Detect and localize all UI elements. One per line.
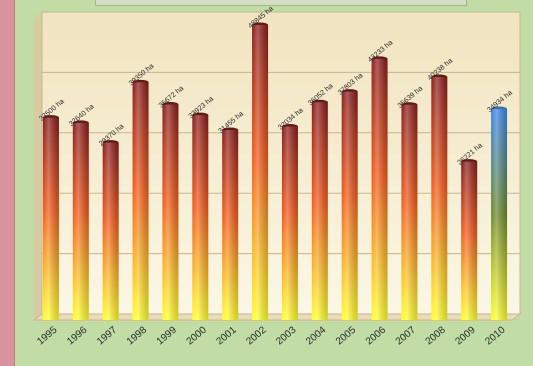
bar-shine xyxy=(162,104,179,320)
bar-shine xyxy=(431,76,448,320)
bar xyxy=(72,120,89,320)
x-tick-label: 2010 xyxy=(483,324,507,347)
x-tick-label: 2003 xyxy=(274,324,298,347)
bar-shine xyxy=(341,91,358,320)
bar xyxy=(252,22,269,321)
x-tick-label: 2005 xyxy=(334,324,358,347)
x-tick-label: 1998 xyxy=(125,324,149,347)
bar xyxy=(132,79,149,321)
x-tick-label: 2006 xyxy=(364,324,388,347)
bar xyxy=(341,89,358,320)
x-tick-label: 1997 xyxy=(95,324,119,347)
bar xyxy=(461,159,478,320)
bar xyxy=(281,124,298,320)
bar-shine xyxy=(252,24,269,321)
bar-shine xyxy=(102,142,119,320)
plot-area xyxy=(32,11,522,321)
x-axis-tick-labels: 1995 1996 1997 1998 1999 2000 2001 2002 2003 2004… xyxy=(35,324,508,347)
bar xyxy=(431,74,448,320)
x-tick-label: 2004 xyxy=(304,324,328,347)
x-tick-label: 1995 xyxy=(35,324,59,347)
x-tick-label: 2002 xyxy=(244,324,268,347)
bar-shine xyxy=(461,161,478,320)
bar-shine xyxy=(192,115,209,321)
bar-shine xyxy=(311,102,328,321)
x-tick-label: 2001 xyxy=(215,324,239,347)
top-title-strip xyxy=(95,0,467,6)
bar-shine xyxy=(132,82,149,321)
bar-shine xyxy=(491,108,508,320)
bar xyxy=(401,102,418,320)
bar-shine xyxy=(222,130,239,320)
x-tick-label: 1999 xyxy=(155,324,179,347)
x-tick-label: 2009 xyxy=(454,324,478,347)
x-tick-label: 1996 xyxy=(65,324,89,347)
bar-shine xyxy=(72,122,89,320)
bar xyxy=(311,99,328,321)
bar-shine xyxy=(42,117,59,320)
bar-shine xyxy=(371,58,388,320)
bars xyxy=(42,22,508,321)
left-border-strip xyxy=(0,0,15,366)
bar xyxy=(192,112,209,321)
bar-shine xyxy=(281,126,298,320)
bar xyxy=(222,127,239,320)
x-tick-label: 2000 xyxy=(185,324,209,347)
x-tick-label: 2007 xyxy=(394,324,418,347)
x-tick-label: 2008 xyxy=(424,324,448,347)
bar xyxy=(102,140,119,320)
bar xyxy=(371,56,388,320)
bar xyxy=(42,115,59,320)
bar xyxy=(162,102,179,320)
bar xyxy=(491,106,508,320)
bar-shine xyxy=(401,104,418,320)
